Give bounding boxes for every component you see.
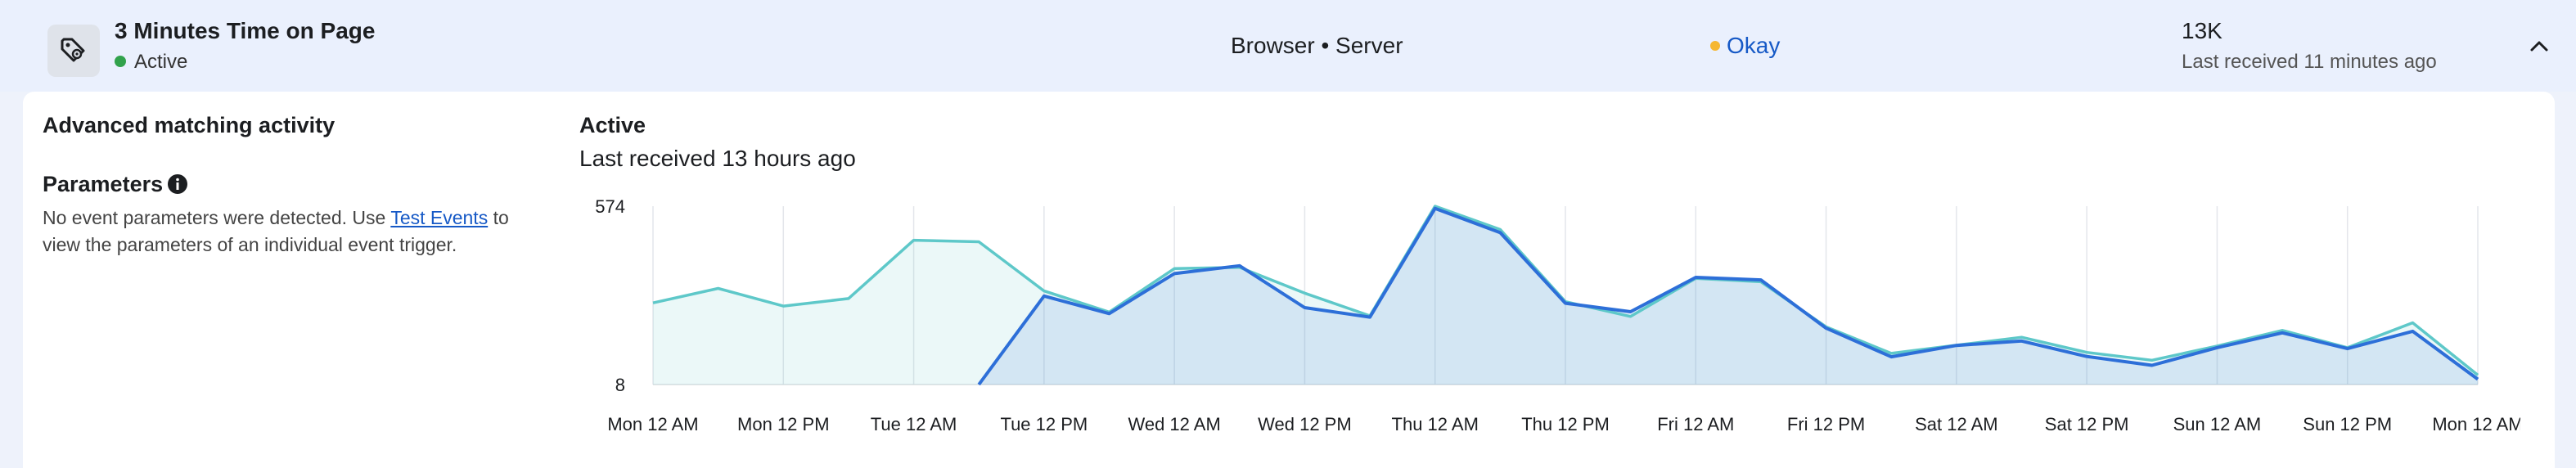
advanced-matching-heading: Advanced matching activity bbox=[43, 113, 336, 137]
series-1-area bbox=[979, 208, 2478, 385]
x-tick-label-10: Sat 12 AM bbox=[1915, 414, 1998, 434]
x-tick-label-0: Mon 12 AM bbox=[607, 414, 698, 434]
parameters-description: No event parameters were detected. Use T… bbox=[43, 205, 542, 259]
x-tick-label-8: Fri 12 AM bbox=[1657, 414, 1734, 434]
quality-label[interactable]: Okay bbox=[1727, 33, 1781, 58]
event-title: 3 Minutes Time on Page bbox=[115, 18, 376, 43]
x-tick-label-13: Sun 12 PM bbox=[2303, 414, 2392, 434]
chart-status: Active bbox=[579, 113, 646, 137]
parameters-text-before: No event parameters were detected. Use bbox=[43, 207, 391, 228]
x-tick-label-12: Sun 12 AM bbox=[2173, 414, 2262, 434]
integration-type: Browser • Server bbox=[1231, 33, 1403, 58]
event-icon bbox=[47, 25, 100, 77]
y-tick-label-1: 8 bbox=[615, 375, 625, 395]
event-match-quality[interactable]: Okay bbox=[1710, 33, 1780, 59]
parameters-heading: Parameters bbox=[43, 172, 164, 196]
x-tick-label-4: Wed 12 AM bbox=[1128, 414, 1220, 434]
status-dot-icon bbox=[115, 55, 126, 67]
x-tick-label-11: Sat 12 PM bbox=[2045, 414, 2129, 434]
x-tick-label-5: Wed 12 PM bbox=[1258, 414, 1352, 434]
x-tick-label-14: Mon 12 AM bbox=[2432, 414, 2520, 434]
event-status-label: Active bbox=[134, 51, 188, 73]
activity-chart: 574 8 Mon 12 AM Mon 12 PM Tue 12 AM Tue 12 P… bbox=[595, 196, 2520, 434]
parameters-text-after: to view the parameters of an individual … bbox=[43, 207, 509, 255]
quality-dot-icon bbox=[1710, 40, 1720, 51]
x-tick-label-1: Mon 12 PM bbox=[737, 414, 830, 434]
event-last-received: Last received 11 minutes ago bbox=[2182, 51, 2437, 73]
event-status: Active bbox=[115, 51, 187, 74]
test-events-link[interactable]: Test Events bbox=[390, 207, 489, 228]
x-tick-label-6: Thu 12 AM bbox=[1392, 414, 1479, 434]
event-row-header[interactable]: 3 Minutes Time on Page Active Browser • … bbox=[0, 0, 2576, 92]
x-tick-label-2: Tue 12 AM bbox=[871, 414, 957, 434]
x-tick-label-3: Tue 12 PM bbox=[1000, 414, 1088, 434]
tag-gear-icon bbox=[61, 38, 85, 62]
x-tick-label-7: Thu 12 PM bbox=[1521, 414, 1610, 434]
info-icon[interactable] bbox=[167, 173, 188, 195]
chart-last-received: Last received 13 hours ago bbox=[579, 146, 856, 171]
y-tick-label-0: 574 bbox=[595, 196, 625, 217]
chevron-up-icon[interactable] bbox=[2527, 34, 2551, 59]
y-axis-labels: 574 8 bbox=[595, 196, 625, 395]
event-detail-panel bbox=[23, 92, 2555, 468]
chart-lines bbox=[652, 205, 2479, 386]
x-tick-label-9: Fri 12 PM bbox=[1787, 414, 1865, 434]
event-count: 13K bbox=[2182, 18, 2222, 43]
series-1-line bbox=[977, 206, 2479, 386]
chart-grid bbox=[652, 206, 2479, 385]
x-axis-labels: Mon 12 AM Mon 12 PM Tue 12 AM Tue 12 PM Wed … bbox=[607, 414, 2520, 434]
